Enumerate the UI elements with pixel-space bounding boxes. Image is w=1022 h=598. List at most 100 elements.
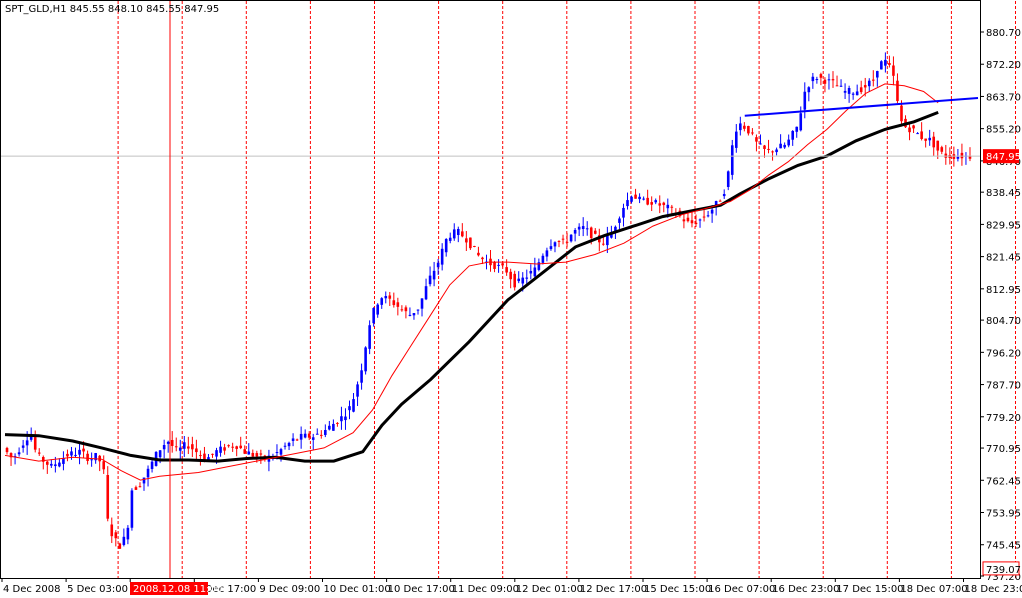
candle-body (162, 445, 166, 450)
candle-body (223, 447, 226, 451)
candle-body (299, 433, 303, 440)
candle-body (384, 296, 388, 299)
candle-body (336, 422, 339, 424)
candle-body (58, 462, 61, 467)
current-price-label: 847.95 (986, 152, 1021, 163)
price-label: 787.70 (986, 381, 1021, 392)
crosshair-time-label: 2008.12.08 11:00 (133, 584, 222, 595)
candle-body (823, 79, 827, 84)
price-label: 855.20 (986, 125, 1021, 136)
candle-body (17, 452, 21, 455)
candle-body (751, 132, 754, 134)
candle-body (755, 137, 758, 142)
candle-body (456, 229, 460, 236)
candle-body (259, 453, 263, 455)
candle-body (324, 430, 327, 435)
candle-body (283, 445, 287, 447)
candle-body (319, 434, 323, 436)
candle-body (199, 455, 202, 457)
candle-body (767, 148, 770, 150)
candle-body (404, 307, 408, 312)
candle-body (682, 219, 686, 222)
candle-body (416, 309, 420, 311)
price-label: 762.45 (986, 476, 1021, 487)
candle-body (372, 308, 375, 324)
candle-body (811, 76, 815, 82)
candle-body (888, 63, 891, 65)
candle-body (469, 237, 472, 249)
candle-body (432, 270, 436, 280)
moving-averages (4, 83, 939, 481)
candle-body (859, 87, 863, 93)
candle-body (243, 449, 247, 454)
candle-body (791, 130, 795, 140)
candle-body (380, 298, 384, 305)
candle-body (235, 446, 238, 449)
candle-body (916, 133, 919, 135)
candle-body (537, 262, 541, 270)
candle-body (541, 255, 545, 263)
candle-body (968, 155, 972, 159)
price-label: 753.95 (986, 509, 1021, 520)
price-label: 745.45 (986, 541, 1021, 552)
candle-body (461, 231, 464, 237)
candle-body (630, 196, 633, 202)
time-label: 16 Dec 23:00 (772, 584, 839, 595)
candle-body (892, 65, 895, 76)
candle-body (239, 445, 243, 449)
time-label: 16 Dec 07:00 (708, 584, 775, 595)
candle-body (110, 524, 114, 537)
symbol-header: SPT_GLD,H1 845.55 848.10 845.55 847.95 (5, 4, 219, 15)
candle-body (440, 248, 444, 265)
candle-body (936, 140, 940, 151)
candle-body (529, 270, 533, 274)
candle-body (356, 384, 359, 397)
candle-body (726, 171, 730, 187)
candle-body (569, 234, 573, 242)
candle-body (142, 477, 146, 484)
candle-body (670, 206, 674, 208)
candle-body (295, 439, 299, 441)
candle-body (763, 145, 766, 149)
candle-body (473, 245, 476, 247)
candle-body (436, 262, 440, 268)
candle-body (303, 433, 307, 438)
candle-body (126, 527, 130, 540)
candle-body (388, 295, 392, 299)
candle-body (424, 286, 428, 300)
candle-body (408, 314, 412, 316)
price-label: 829.95 (986, 220, 1021, 231)
time-label: 9 Dec 09:00 (259, 584, 320, 595)
candle-body (960, 152, 964, 159)
candle-body (505, 267, 508, 273)
price-tags: 847.95 739.07 (982, 149, 1021, 576)
price-label: 812.95 (986, 285, 1021, 296)
candle-body (82, 448, 85, 452)
candle-body (332, 423, 335, 431)
candle-body (33, 437, 37, 450)
candle-body (501, 263, 504, 266)
candle-body (928, 137, 931, 141)
candle-body (896, 80, 899, 102)
candle-body (799, 113, 803, 131)
candle-body (851, 93, 855, 95)
candle-body (714, 201, 718, 208)
candle-body (654, 200, 658, 203)
candle-body (779, 143, 782, 149)
candle-body (900, 105, 903, 122)
candle-body (557, 240, 561, 242)
candle-body (90, 459, 93, 461)
candle-body (880, 61, 883, 70)
candle-body (392, 300, 396, 306)
candle-body (634, 194, 637, 199)
candle-body (215, 450, 218, 457)
candle-body (783, 144, 786, 148)
candle-body (493, 262, 496, 269)
candle-body (118, 543, 122, 549)
candle-body (771, 151, 774, 153)
candle-body (525, 277, 529, 279)
candle-body (74, 454, 77, 456)
candle-body (287, 442, 291, 447)
